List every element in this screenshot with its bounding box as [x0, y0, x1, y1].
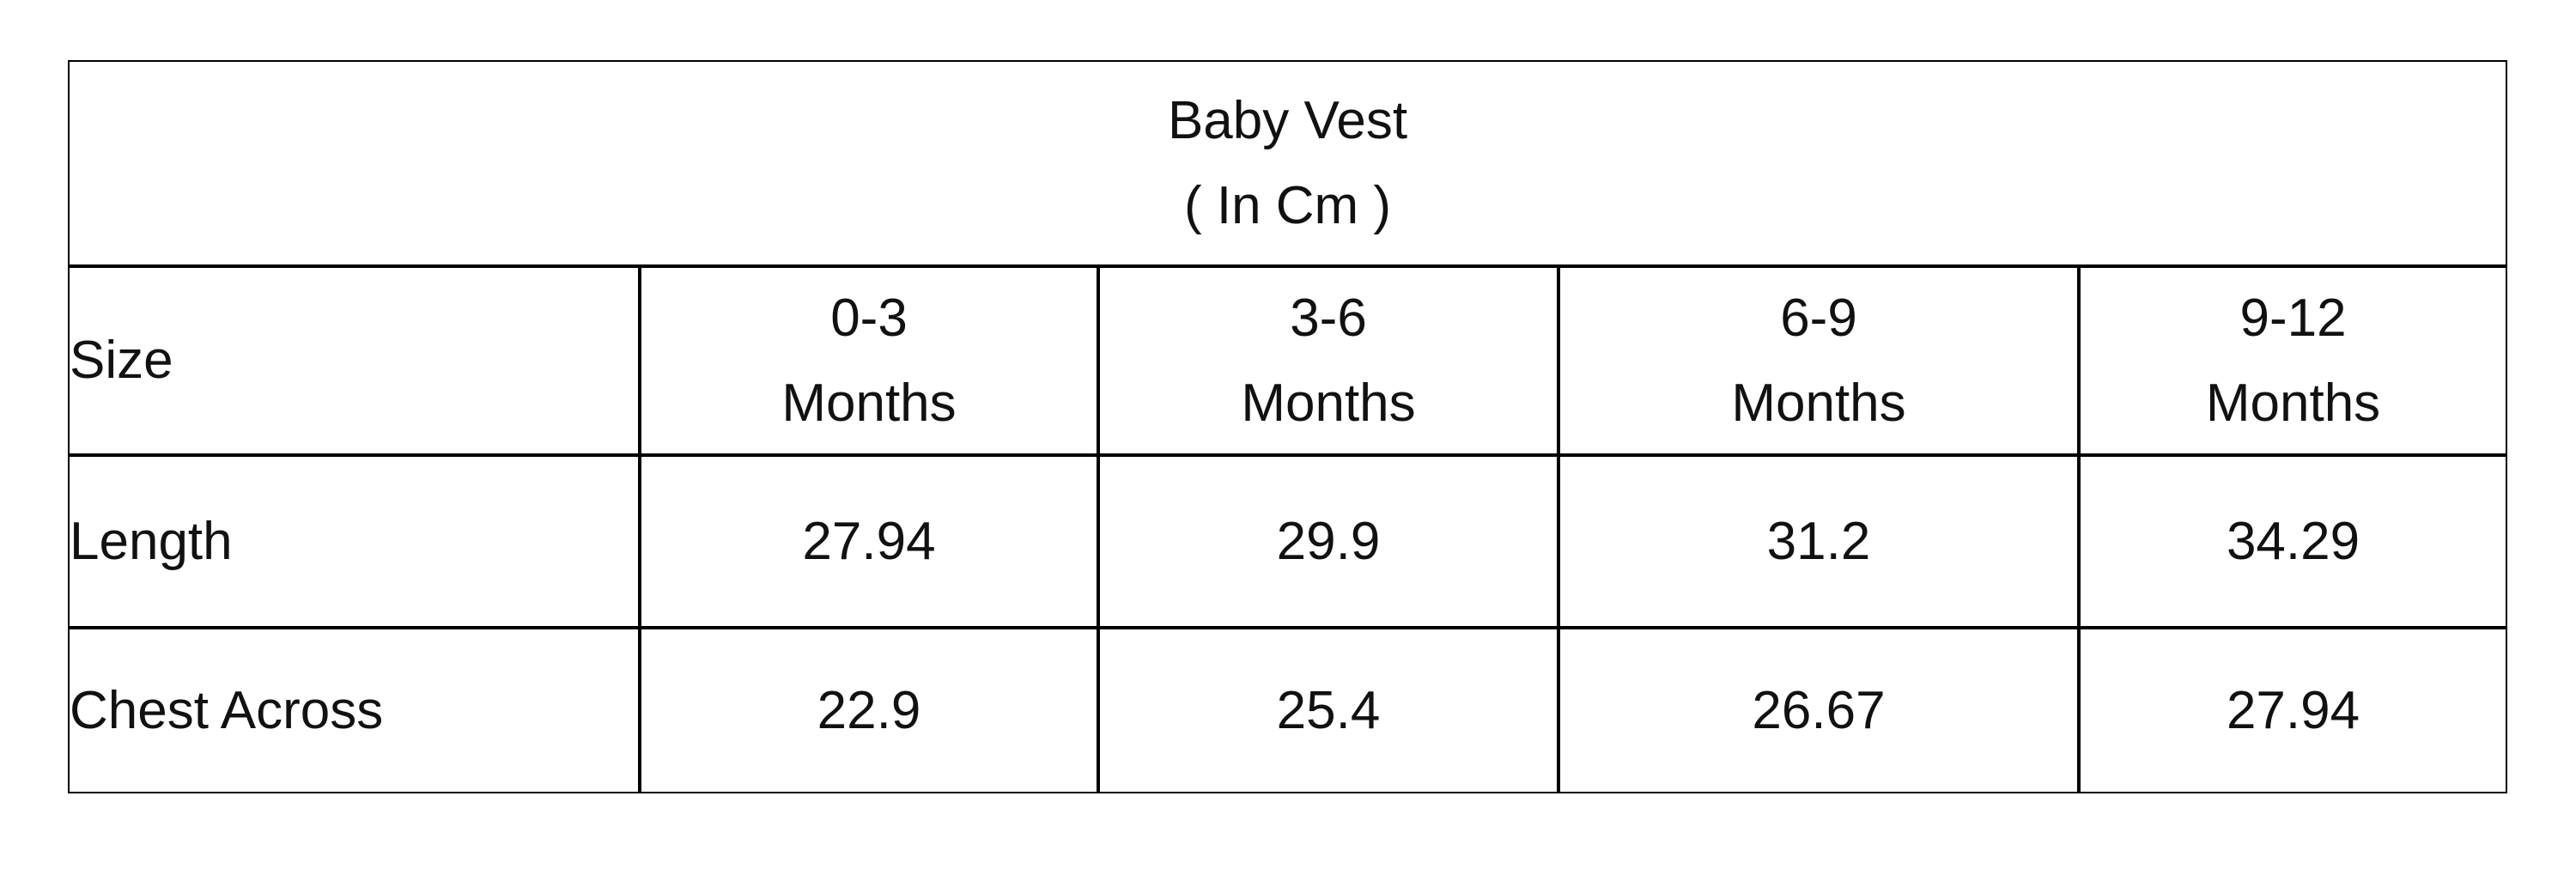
table-title: Baby Vest: [1167, 90, 1408, 150]
size-chart-table: Baby Vest ( In Cm ) Size 0-3 Months 3-6 …: [68, 60, 2508, 793]
row-label-cell: Length: [68, 455, 640, 628]
value-cell: 27.94: [2079, 628, 2508, 793]
column-header-unit: Months: [781, 374, 957, 433]
column-header-cell-3-6: 3-6 Months: [1098, 266, 1558, 455]
value-cell: 25.4: [1098, 628, 1558, 793]
column-header-cell-0-3: 0-3 Months: [640, 266, 1098, 455]
size-header-cell: Size: [68, 266, 640, 455]
title-row: Baby Vest ( In Cm ): [68, 60, 2508, 266]
row-label-cell: Chest Across: [68, 628, 640, 793]
column-header-cell-6-9: 6-9 Months: [1558, 266, 2079, 455]
column-header-range: 0-3: [830, 288, 908, 348]
column-header-unit: Months: [2205, 374, 2381, 433]
column-header-range: 3-6: [1290, 288, 1367, 348]
column-header-cell-9-12: 9-12 Months: [2079, 266, 2508, 455]
value-cell: 31.2: [1558, 455, 2079, 628]
table-row-length: Length 27.94 29.9 31.2 34.29: [68, 455, 2508, 628]
header-row: Size 0-3 Months 3-6 Months 6-9 Months 9-…: [68, 266, 2508, 455]
table-subtitle: ( In Cm ): [1183, 176, 1392, 235]
table-row-chest-across: Chest Across 22.9 25.4 26.67 27.94: [68, 628, 2508, 793]
value-cell: 26.67: [1558, 628, 2079, 793]
column-header-unit: Months: [1241, 374, 1416, 433]
column-header-range: 6-9: [1780, 288, 1857, 348]
column-header-range: 9-12: [2239, 288, 2347, 348]
table-title-cell: Baby Vest ( In Cm ): [68, 60, 2508, 266]
value-cell: 22.9: [640, 628, 1098, 793]
column-header-unit: Months: [1731, 374, 1906, 433]
value-cell: 34.29: [2079, 455, 2508, 628]
value-cell: 27.94: [640, 455, 1098, 628]
value-cell: 29.9: [1098, 455, 1558, 628]
